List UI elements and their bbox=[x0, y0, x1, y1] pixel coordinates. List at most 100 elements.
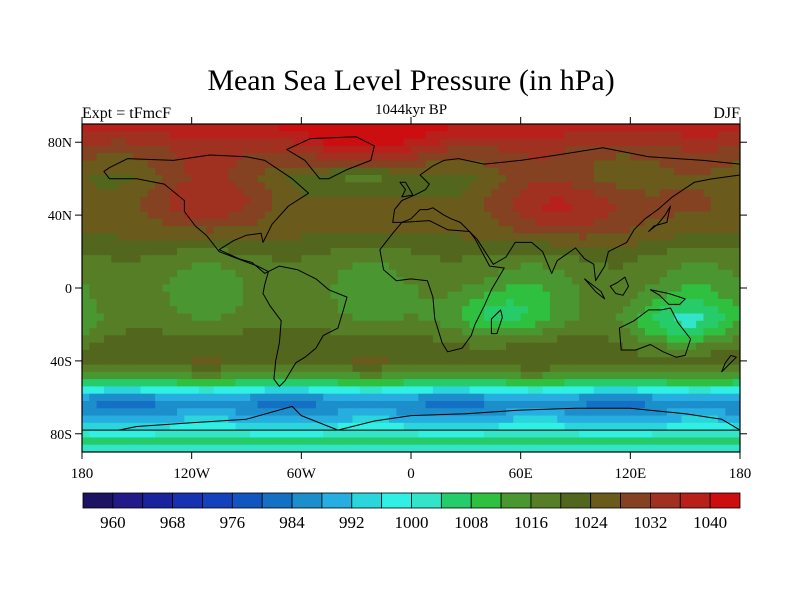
field-cell bbox=[440, 335, 449, 344]
field-cell bbox=[206, 131, 215, 140]
field-cell bbox=[301, 386, 310, 395]
field-cell bbox=[184, 313, 193, 322]
field-cell bbox=[228, 364, 237, 373]
field-cell bbox=[389, 182, 397, 191]
field-cell bbox=[623, 400, 631, 409]
field-cell bbox=[484, 196, 493, 205]
field-cell bbox=[491, 335, 500, 344]
field-cell bbox=[535, 196, 544, 205]
field-cell bbox=[308, 204, 317, 213]
field-cell bbox=[213, 357, 222, 366]
field-cell bbox=[352, 160, 361, 169]
field-cell bbox=[564, 277, 573, 285]
field-cell bbox=[513, 291, 522, 300]
field-cell bbox=[381, 408, 390, 417]
field-cell bbox=[440, 138, 449, 147]
field-cell bbox=[615, 364, 624, 373]
field-cell bbox=[520, 408, 529, 417]
field-cell bbox=[469, 357, 478, 366]
field-cell bbox=[710, 182, 719, 191]
field-cell bbox=[337, 233, 346, 242]
field-cell bbox=[250, 284, 259, 293]
field-cell bbox=[96, 306, 105, 315]
field-cell bbox=[513, 189, 522, 198]
field-cell bbox=[513, 124, 522, 132]
field-cell bbox=[169, 342, 178, 351]
field-cell bbox=[396, 386, 405, 395]
field-cell bbox=[359, 400, 368, 409]
field-cell bbox=[118, 124, 127, 132]
field-cell bbox=[147, 218, 156, 227]
field-cell bbox=[111, 313, 120, 322]
field-cell bbox=[125, 189, 134, 198]
field-cell bbox=[688, 415, 697, 424]
field-cell bbox=[89, 335, 98, 344]
field-cell bbox=[169, 182, 178, 191]
field-cell bbox=[549, 400, 558, 409]
field-cell bbox=[279, 284, 288, 293]
field-cell bbox=[140, 349, 149, 358]
field-cell bbox=[294, 320, 302, 329]
field-cell bbox=[111, 379, 120, 387]
field-cell bbox=[644, 160, 653, 169]
field-cell bbox=[732, 408, 740, 417]
field-cell bbox=[637, 226, 646, 234]
field-cell bbox=[432, 277, 441, 285]
field-cell bbox=[506, 291, 514, 300]
field-cell bbox=[315, 255, 324, 264]
field-cell bbox=[527, 277, 536, 285]
field-cell bbox=[644, 393, 653, 402]
field-cell bbox=[389, 160, 397, 169]
field-cell bbox=[498, 167, 507, 176]
field-cell bbox=[308, 284, 317, 293]
field-cell bbox=[703, 364, 712, 373]
field-cell bbox=[89, 408, 98, 417]
field-cell bbox=[542, 422, 551, 431]
field-cell bbox=[506, 255, 514, 264]
field-cell bbox=[345, 393, 354, 402]
field-cell bbox=[601, 196, 609, 205]
field-cell bbox=[169, 269, 178, 278]
field-cell bbox=[301, 408, 310, 417]
field-cell bbox=[396, 379, 405, 387]
field-cell bbox=[315, 298, 324, 307]
field-cell bbox=[250, 240, 259, 249]
field-cell bbox=[228, 313, 237, 322]
field-cell bbox=[89, 240, 98, 249]
field-cell bbox=[491, 400, 500, 409]
field-cell bbox=[696, 320, 705, 329]
field-cell bbox=[725, 393, 734, 402]
field-cell bbox=[96, 175, 105, 183]
field-cell bbox=[111, 408, 120, 417]
field-cell bbox=[564, 371, 573, 380]
field-cell bbox=[220, 422, 229, 431]
field-cell bbox=[535, 393, 544, 402]
field-cell bbox=[630, 400, 639, 409]
field-cell bbox=[520, 138, 529, 147]
field-cell bbox=[198, 153, 207, 162]
field-cell bbox=[403, 160, 412, 169]
field-cell bbox=[337, 189, 346, 198]
field-cell bbox=[630, 255, 639, 264]
field-cell bbox=[250, 189, 259, 198]
field-cell bbox=[352, 284, 361, 293]
field-cell bbox=[103, 284, 112, 293]
field-cell bbox=[235, 408, 244, 417]
field-cell bbox=[447, 277, 456, 285]
field-cell bbox=[169, 328, 178, 336]
field-cell bbox=[571, 430, 580, 439]
field-cell bbox=[608, 400, 617, 409]
field-cell bbox=[220, 269, 229, 278]
field-cell bbox=[440, 306, 449, 315]
field-cell bbox=[330, 291, 339, 300]
field-cell bbox=[242, 393, 251, 402]
field-cell bbox=[162, 277, 171, 285]
field-cell bbox=[89, 422, 98, 431]
field-cell bbox=[140, 298, 149, 307]
field-cell bbox=[688, 393, 697, 402]
field-cell bbox=[111, 422, 120, 431]
field-cell bbox=[484, 393, 493, 402]
field-cell bbox=[469, 349, 478, 358]
field-cell bbox=[235, 379, 244, 387]
field-cell bbox=[381, 167, 390, 176]
